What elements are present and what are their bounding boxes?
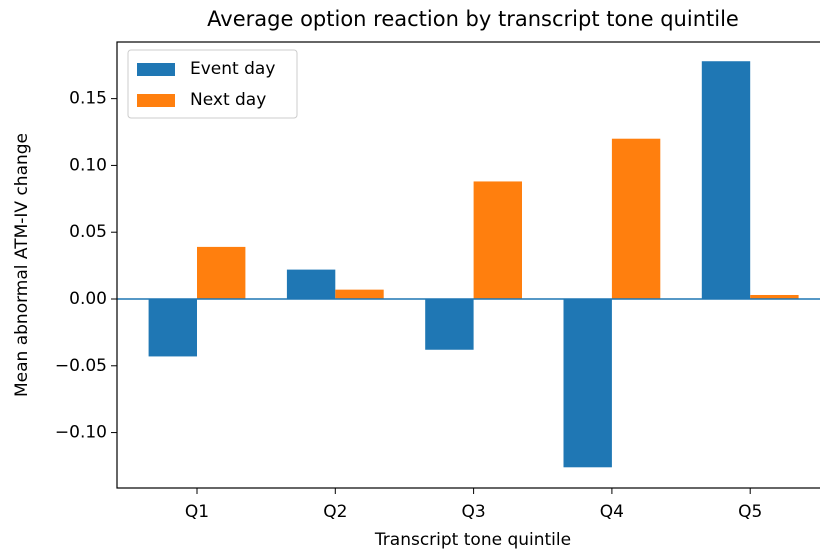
bar [701, 61, 751, 299]
bar [563, 298, 612, 468]
bar [148, 298, 197, 357]
chart-title: Average option reaction by transcript to… [207, 7, 739, 31]
bar [286, 269, 336, 299]
y-tick-label: 0.15 [69, 89, 107, 109]
y-tick-label: −0.05 [55, 356, 107, 376]
x-axis-label: Transcript tone quintile [374, 530, 571, 550]
x-tick-label: Q4 [600, 502, 624, 522]
x-tick-label: Q1 [185, 502, 209, 522]
bar [425, 298, 474, 350]
y-tick-label: 0.10 [69, 155, 107, 175]
y-axis-label: Mean abnormal ATM-IV change [12, 133, 32, 397]
bar [611, 138, 661, 299]
bar [750, 294, 799, 299]
bar [197, 246, 246, 299]
y-tick-label: 0.00 [69, 289, 107, 309]
legend-swatch [137, 63, 175, 76]
x-tick-label: Q2 [323, 502, 347, 522]
legend-label: Event day [190, 59, 275, 79]
x-tick-label: Q5 [738, 502, 762, 522]
x-tick-label: Q3 [461, 502, 485, 522]
legend-swatch [137, 94, 175, 107]
bar [335, 289, 384, 299]
plot-frame [116, 41, 820, 489]
y-tick-label: −0.10 [55, 423, 107, 443]
y-tick-label: 0.05 [69, 222, 107, 242]
bar [473, 181, 522, 299]
legend-label: Next day [190, 90, 266, 110]
